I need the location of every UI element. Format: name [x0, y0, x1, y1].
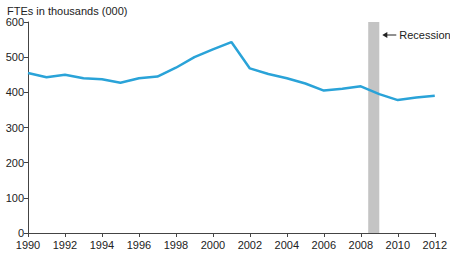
svg-text:400: 400 [6, 86, 24, 98]
svg-text:1998: 1998 [164, 239, 188, 251]
svg-text:2008: 2008 [349, 239, 373, 251]
svg-text:1996: 1996 [127, 239, 151, 251]
svg-text:600: 600 [6, 16, 24, 28]
svg-text:2006: 2006 [312, 239, 336, 251]
svg-text:2002: 2002 [238, 239, 262, 251]
svg-text:100: 100 [6, 192, 24, 204]
svg-text:FTEs in thousands (000): FTEs in thousands (000) [7, 5, 127, 17]
svg-text:1994: 1994 [90, 239, 114, 251]
svg-text:2010: 2010 [386, 239, 410, 251]
svg-text:500: 500 [6, 51, 24, 63]
svg-text:2004: 2004 [275, 239, 299, 251]
svg-text:200: 200 [6, 157, 24, 169]
svg-text:2012: 2012 [423, 239, 447, 251]
svg-text:0: 0 [18, 227, 24, 239]
svg-text:1990: 1990 [16, 239, 40, 251]
svg-text:2000: 2000 [201, 239, 225, 251]
svg-text:1992: 1992 [53, 239, 77, 251]
svg-text:Recession: Recession [399, 29, 450, 41]
svg-text:300: 300 [6, 122, 24, 134]
